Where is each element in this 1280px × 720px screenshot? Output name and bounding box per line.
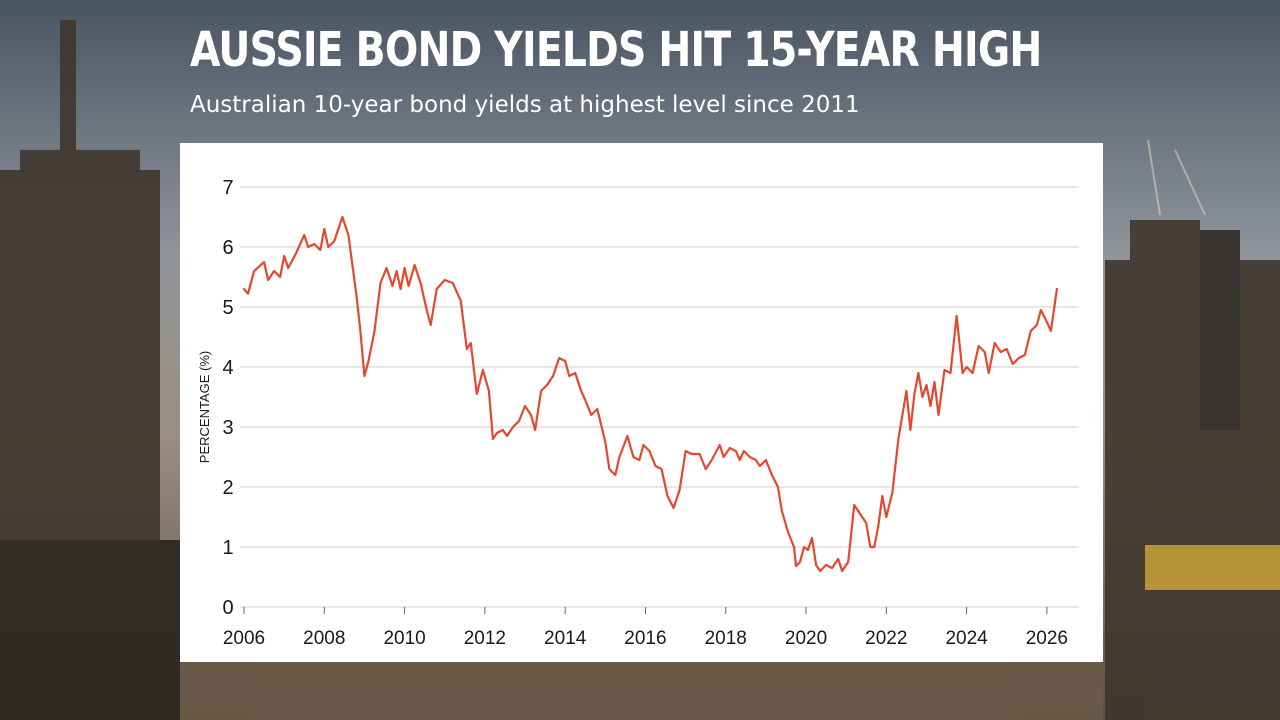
y-tick-label: 4: [222, 357, 233, 379]
x-tick-label: 2008: [303, 628, 345, 649]
x-tick-label: 2014: [544, 628, 587, 649]
x-tick-label: 2026: [1026, 628, 1068, 649]
line-chart: 0 1 2 3 4 5 6 7 2006 2008 2010 2012 2014 2016 2018 2020…: [197, 177, 1079, 649]
y-tick-label: 0: [222, 597, 233, 619]
yield-series-line: [242, 215, 1058, 573]
x-tick-label: 2010: [383, 628, 425, 649]
y-tick-label: 3: [222, 417, 233, 439]
x-tick-label: 2020: [785, 628, 827, 649]
x-tick-label: 2012: [464, 628, 506, 649]
y-tick-label: 5: [222, 297, 233, 319]
chart-card: 0 1 2 3 4 5 6 7 2006 2008 2010 2012 2014 2016 2018 2020…: [180, 143, 1103, 662]
x-tick-label: 2018: [705, 628, 747, 649]
y-tick-label: 7: [222, 177, 233, 199]
x-tick-label: 2006: [223, 628, 265, 649]
y-tick-label: 6: [222, 237, 233, 259]
subtitle: Australian 10-year bond yields at highes…: [190, 92, 860, 118]
x-tick-label: 2024: [945, 628, 988, 649]
y-axis-label: PERCENTAGE (%): [197, 351, 212, 463]
y-tick-label: 2: [222, 477, 233, 499]
x-tick-label: 2022: [865, 628, 907, 649]
x-tick-label: 2016: [624, 628, 666, 649]
headline: AUSSIE BOND YIELDS HIT 15-YEAR HIGH: [190, 22, 1042, 78]
y-tick-label: 1: [222, 537, 233, 559]
